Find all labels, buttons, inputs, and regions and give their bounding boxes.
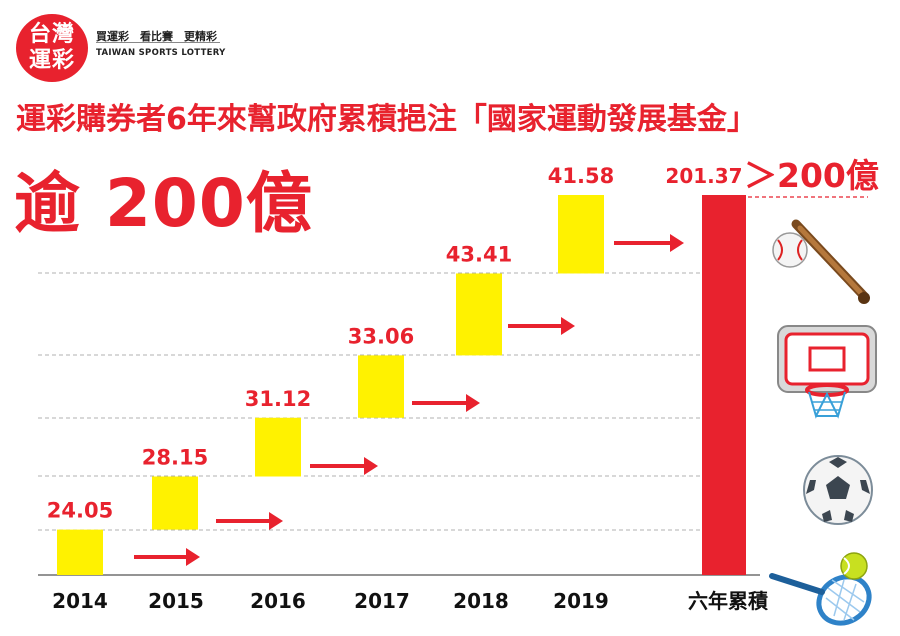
x-tick-label-2016: 2016 xyxy=(250,589,306,613)
step-arrow-head xyxy=(466,394,480,412)
x-tick-label-2018: 2018 xyxy=(453,589,509,613)
logo-divider xyxy=(96,42,220,43)
basketball-hoop-icon xyxy=(777,325,877,419)
bar-2017 xyxy=(358,355,404,418)
baseball-icon xyxy=(772,219,870,304)
data-label-2017: 33.06 xyxy=(348,324,414,348)
logo-subtitle: TAIWAN SPORTS LOTTERY xyxy=(96,48,226,58)
logo-badge-line1: 台灣 xyxy=(28,22,75,47)
x-tick-label-2015: 2015 xyxy=(148,589,204,613)
data-label-total: 201.37 xyxy=(665,164,742,188)
x-tick-label-2019: 2019 xyxy=(553,589,609,613)
logo-slogan: 買運彩 看比賽 更精彩 xyxy=(96,30,217,43)
bar-2014 xyxy=(57,529,103,575)
logo-badge: 台灣 運彩 xyxy=(16,14,88,82)
total-annotation: ＞200億 xyxy=(744,156,879,195)
bar-total xyxy=(702,195,746,575)
data-label-2015: 28.15 xyxy=(142,445,208,469)
big-total-text: 逾 200億 xyxy=(14,165,313,242)
step-arrow-head xyxy=(186,548,200,566)
data-label-2014: 24.05 xyxy=(47,499,113,523)
bar-2015 xyxy=(152,476,198,530)
x-tick-label-total: 六年累積 xyxy=(688,589,769,613)
step-arrow-head xyxy=(364,457,378,475)
x-tick-label-2017: 2017 xyxy=(354,589,410,613)
step-arrow-head xyxy=(269,512,283,530)
bar-2019 xyxy=(558,195,604,274)
headline: 運彩購券者6年來幫政府累積挹注「國家運動發展基金」 xyxy=(16,102,757,137)
data-label-2016: 31.12 xyxy=(245,387,311,411)
logo-badge-line2: 運彩 xyxy=(28,48,75,73)
tennis-icon xyxy=(769,552,872,626)
data-label-2018: 43.41 xyxy=(446,242,512,266)
bar-2016 xyxy=(255,417,301,477)
bar-2018 xyxy=(456,273,502,356)
data-label-2019: 41.58 xyxy=(548,164,614,188)
step-arrow-head xyxy=(670,234,684,252)
soccer-ball-icon xyxy=(803,455,873,525)
step-arrow-head xyxy=(561,317,575,335)
x-tick-label-2014: 2014 xyxy=(52,589,108,613)
